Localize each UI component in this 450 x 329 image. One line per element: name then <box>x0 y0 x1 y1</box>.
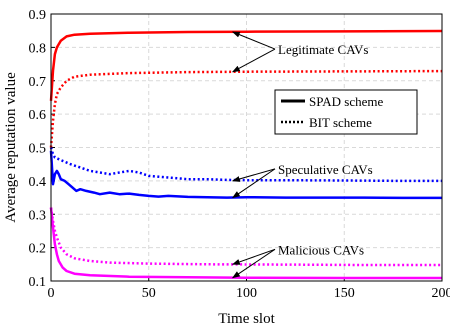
malicious-bit-line <box>49 207 442 267</box>
tick-labels: 0 50 100 150 200 0.1 0.2 0.3 0.4 0.5 0.6 0.7 0.8 0.9 <box>29 8 450 301</box>
x-tick-label: 100 <box>236 286 257 301</box>
speculative-annotation-arrow <box>231 168 276 182</box>
legend: SPAD scheme BIT scheme <box>274 89 418 135</box>
y-tick-label: 0.4 <box>29 175 47 190</box>
y-tick-label: 0.1 <box>29 275 47 290</box>
speculative-annotation-arrow <box>231 168 276 199</box>
y-tick-label: 0.7 <box>29 75 47 90</box>
legitimate-annotation-arrow <box>231 48 276 73</box>
x-tick-label: 150 <box>334 286 355 301</box>
speculative-annotation-label: Speculative CAVs <box>278 162 373 177</box>
y-tick-label: 0.2 <box>29 242 47 257</box>
y-tick-label: 0.6 <box>29 108 47 123</box>
legitimate-annotation-label: Legitimate CAVs <box>278 42 368 57</box>
x-tick-label: 50 <box>142 286 156 301</box>
plot-frame <box>50 13 443 282</box>
grid <box>50 13 443 282</box>
y-tick-label: 0.3 <box>29 208 47 223</box>
y-axis-label: Average reputation value <box>3 72 19 223</box>
y-tick-label: 0.5 <box>29 142 47 157</box>
y-tick-label: 0.8 <box>29 41 47 56</box>
malicious-annotation-label: Malicious CAVs <box>278 242 364 257</box>
x-axis-label: Time slot <box>218 311 275 327</box>
legitimate-spad-line <box>49 29 443 101</box>
x-tick-label: 200 <box>432 286 450 301</box>
y-tick-label: 0.9 <box>29 8 47 23</box>
speculative-spad-line <box>49 150 442 200</box>
legend-label-bit: BIT scheme <box>309 115 372 130</box>
legitimate-annotation-arrow <box>231 31 276 50</box>
malicious-annotation-arrow <box>231 248 276 279</box>
annotations: Legitimate CAVs Speculative CAVs Malicious… <box>231 31 373 279</box>
legend-label-spad: SPAD scheme <box>309 94 384 109</box>
x-tick-label: 0 <box>48 286 55 301</box>
malicious-annotation-arrow <box>231 248 276 265</box>
legend-box <box>274 89 418 135</box>
